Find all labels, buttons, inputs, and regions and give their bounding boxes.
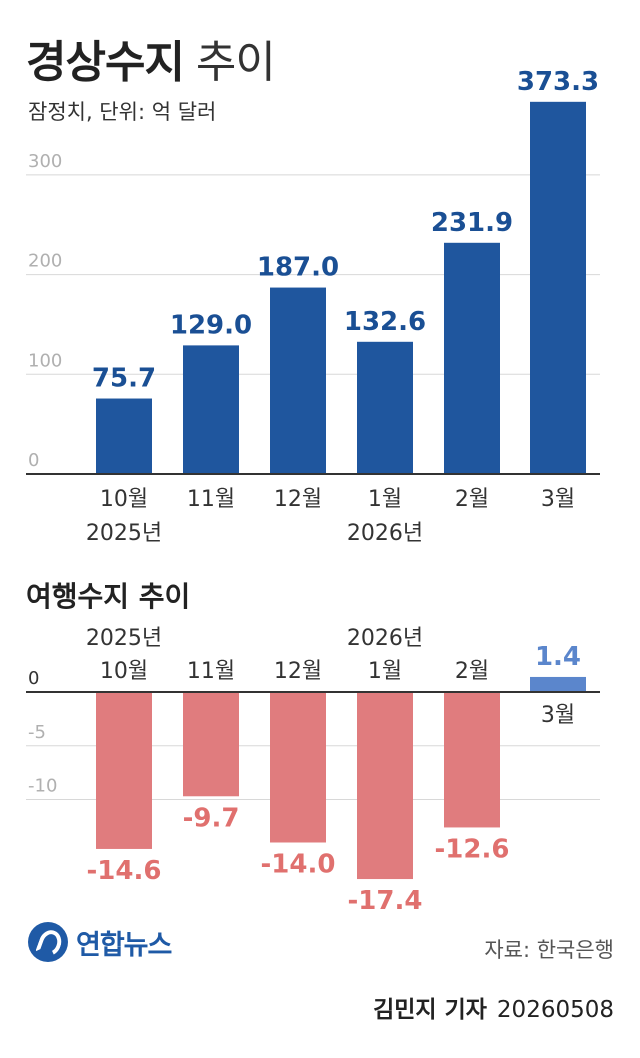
x-tick-label-1월: 1월 (368, 659, 402, 684)
x-tick-label-2월: 2월 (455, 487, 489, 512)
x-tick-label-10월: 10월 (100, 487, 148, 512)
x-tick-label-3월: 3월 (541, 703, 575, 728)
year-label-2025년: 2025년 (86, 521, 162, 546)
x-tick-label-1월: 1월 (368, 487, 402, 512)
bar-11월 (183, 692, 239, 797)
value-label-2월: 231.9 (431, 208, 513, 238)
y-tick-label-200: 200 (28, 251, 62, 272)
y-tick-label--5: -5 (28, 722, 46, 743)
bar-2월 (444, 692, 500, 828)
publish-date: 20260508 (496, 997, 614, 1023)
travel-chart-title: 여행수지 추이 (26, 580, 190, 613)
value-label-11월: -9.7 (183, 803, 240, 833)
value-label-10월: 75.7 (92, 364, 156, 394)
title-bold: 경상수지 (26, 37, 185, 88)
current-account-chart: 0 100 200 300 75.7 10월 2025년 129.0 11월 187.0 12월 13… (26, 67, 600, 546)
bar-2월 (444, 242, 500, 474)
yonhap-logo: 연합뉴스 (28, 922, 172, 962)
y-tick-label--10: -10 (28, 776, 57, 797)
page-title: 경상수지 추이 (26, 26, 276, 90)
x-tick-label-3월: 3월 (541, 487, 575, 512)
bar-11월 (183, 345, 239, 474)
value-label-2월: -12.6 (435, 834, 510, 864)
x-tick-label-11월: 11월 (187, 659, 235, 684)
y-tick-label-100: 100 (28, 350, 62, 371)
x-tick-label-2월: 2월 (455, 659, 489, 684)
bar-10월 (96, 398, 152, 474)
y-tick-label-300: 300 (28, 151, 62, 172)
chart-subtitle: 잠정치, 단위: 억 달러 (28, 100, 217, 124)
travel-balance-chart: 여행수지 추이 0 -5 -10 -14.6 10월 2025년 -9.7 11월 -14.0 12… (26, 580, 600, 916)
bar-3월 (530, 101, 586, 475)
value-label-12월: -14.0 (261, 850, 336, 880)
value-label-3월: 1.4 (535, 642, 581, 672)
title-light: 추이 (195, 37, 276, 88)
value-label-11월: 129.0 (170, 310, 252, 340)
y-tick-label-0: 0 (28, 450, 39, 471)
x-tick-label-12월: 12월 (274, 659, 322, 684)
x-tick-label-12월: 12월 (274, 487, 322, 512)
year-label-2025년: 2025년 (86, 626, 162, 651)
bar-3월 (530, 676, 586, 692)
logo-text: 연합뉴스 (76, 929, 172, 961)
credit-line: 김민지 기자 20260508 (373, 990, 614, 1024)
year-label-2026년: 2026년 (347, 521, 423, 546)
reporter-name: 김민지 기자 (373, 997, 487, 1023)
value-label-1월: -17.4 (348, 886, 423, 916)
x-tick-label-10월: 10월 (100, 659, 148, 684)
value-label-3월: 373.3 (517, 67, 599, 97)
source-note: 자료: 한국은행 (484, 938, 614, 962)
x-tick-label-11월: 11월 (187, 487, 235, 512)
value-label-12월: 187.0 (257, 253, 339, 283)
bar-1월 (357, 341, 413, 474)
bar-10월 (96, 692, 152, 849)
value-label-1월: 132.6 (344, 307, 426, 337)
value-label-10월: -14.6 (87, 856, 162, 886)
yonhap-logo-icon (28, 922, 68, 962)
bar-12월 (270, 692, 326, 843)
year-label-2026년: 2026년 (347, 626, 423, 651)
bar-12월 (270, 287, 326, 474)
bar-1월 (357, 692, 413, 880)
y-tick-label-0: 0 (28, 668, 39, 689)
